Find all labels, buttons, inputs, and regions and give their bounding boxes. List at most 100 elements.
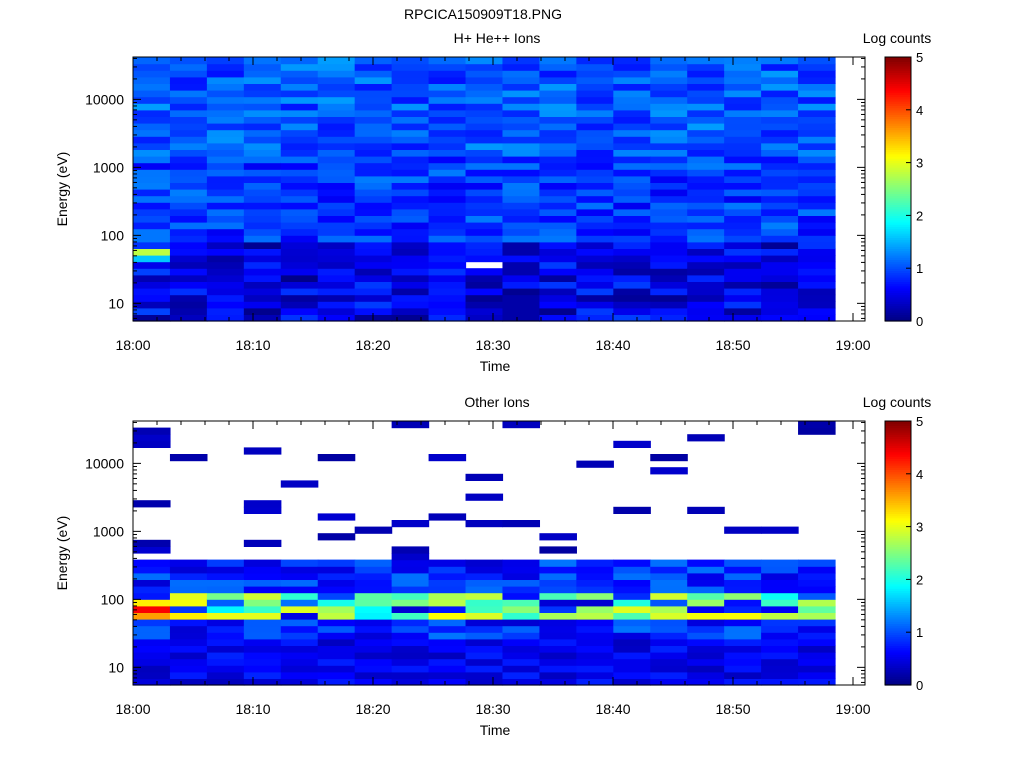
heatmap-cell (317, 658, 356, 666)
heatmap-cell (428, 103, 467, 111)
heatmap-cell (687, 288, 725, 296)
y-axis-label: Energy (eV) (54, 516, 70, 591)
heatmap-cell (465, 228, 504, 236)
heatmap-cell (391, 579, 430, 587)
heatmap-cell (465, 605, 504, 613)
heatmap-cell (539, 109, 577, 117)
heatmap-cell (613, 149, 651, 157)
heatmap-cell (280, 645, 319, 653)
heatmap-cell (243, 307, 282, 315)
colorbar-segment (885, 638, 911, 642)
heatmap-cell (687, 202, 725, 210)
heatmap-cell (133, 255, 171, 263)
heatmap-cell (169, 123, 208, 131)
heatmap-cell (280, 566, 319, 574)
heatmap-cell (317, 261, 356, 269)
colorbar-segment (885, 531, 911, 534)
heatmap-cell (133, 301, 171, 309)
heatmap-cell (354, 70, 393, 78)
heatmap-cell (687, 116, 725, 124)
colorbar-segment (885, 658, 911, 662)
heatmap-cell (169, 70, 208, 78)
heatmap-cell (354, 526, 393, 534)
heatmap-cell (502, 175, 541, 183)
colorbar-segment (885, 158, 911, 161)
heatmap-cell (761, 255, 799, 263)
colorbar-segment (885, 592, 911, 596)
heatmap-cell (169, 162, 208, 170)
heatmap-cell (317, 632, 356, 640)
heatmap-cell (650, 57, 688, 65)
heatmap-cell (169, 665, 208, 673)
heatmap-cell (798, 261, 836, 269)
colorbar-segment (885, 443, 911, 446)
heatmap-cell (761, 605, 799, 613)
heatmap-cell (465, 182, 504, 190)
heatmap-cell (133, 612, 171, 620)
heatmap-cell (465, 493, 504, 501)
heatmap-cell (502, 90, 541, 98)
heatmap-cell (650, 255, 688, 263)
heatmap-cell (428, 665, 467, 673)
heatmap-cell (650, 645, 688, 653)
heatmap-cell (724, 195, 762, 203)
heatmap-cell (428, 215, 467, 223)
heatmap-cell (687, 169, 725, 177)
heatmap-cell (243, 76, 282, 84)
heatmap-cell (428, 90, 467, 98)
heatmap-cell (613, 638, 651, 646)
heatmap-cell (576, 268, 614, 276)
colorbar-segment (885, 605, 911, 609)
heatmap-cell (687, 658, 725, 666)
colorbar-segment (885, 125, 911, 128)
heatmap-cell (169, 294, 208, 302)
heatmap-cell (724, 605, 762, 613)
heatmap-cell (391, 307, 430, 315)
heatmap-cell (539, 658, 577, 666)
colorbar-segment (885, 244, 911, 247)
heatmap-cell (280, 480, 319, 488)
heatmap-cell (687, 222, 725, 230)
heatmap-cell (687, 638, 725, 646)
heatmap-cell (650, 169, 688, 177)
heatmap-cell (133, 189, 171, 197)
heatmap-cell (465, 520, 504, 528)
heatmap-cell (724, 136, 762, 144)
heatmap-cell (539, 261, 577, 269)
colorbar-tick-label: 0 (916, 678, 923, 693)
heatmap-cell (576, 658, 614, 666)
heatmap-cell (502, 76, 541, 84)
heatmap-cell (206, 586, 245, 594)
heatmap-cell (354, 149, 393, 157)
y-tick-label: 1000 (93, 523, 124, 539)
heatmap-cell (280, 90, 319, 98)
heatmap-cell (502, 123, 541, 131)
heatmap-cell (243, 208, 282, 216)
colorbar-segment (885, 107, 911, 111)
heatmap-cell (687, 123, 725, 131)
colorbar-segment (885, 263, 911, 267)
heatmap-cell (650, 619, 688, 627)
heatmap-cell (761, 665, 799, 673)
heatmap-cell (724, 142, 762, 150)
heatmap-cell (613, 208, 651, 216)
heatmap-cell (502, 96, 541, 104)
heatmap-cell (206, 632, 245, 640)
heatmap-cell (724, 208, 762, 216)
heatmap-cell (539, 255, 577, 263)
heatmap-cell (724, 625, 762, 633)
colorbar-segment (885, 61, 911, 65)
heatmap-cell (317, 665, 356, 673)
heatmap-cell (650, 222, 688, 230)
colorbar-segment (885, 548, 911, 552)
heatmap-cell (613, 222, 651, 230)
heatmap-cell (391, 546, 430, 554)
heatmap-cell (502, 559, 541, 567)
heatmap-cell (650, 612, 688, 620)
heatmap-cell (465, 162, 504, 170)
heatmap-cell (354, 559, 393, 567)
colorbar-segment (885, 539, 911, 543)
heatmap-cell (687, 268, 725, 276)
heatmap-cell (317, 579, 356, 587)
heatmap-cell (133, 162, 171, 170)
